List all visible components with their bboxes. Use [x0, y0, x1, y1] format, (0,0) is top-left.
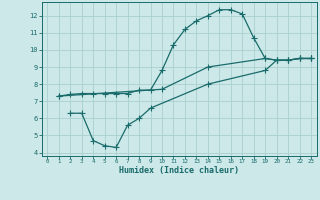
X-axis label: Humidex (Indice chaleur): Humidex (Indice chaleur): [119, 166, 239, 175]
